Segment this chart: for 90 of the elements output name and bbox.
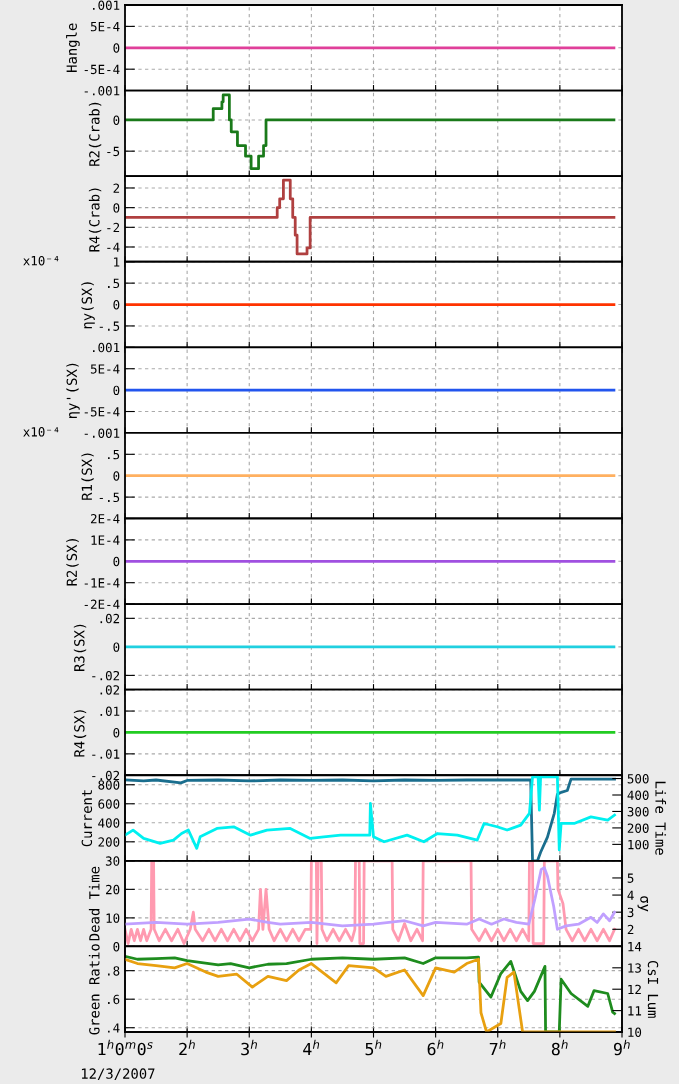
y-axis-title: R2(Crab): [88, 102, 102, 166]
line-series: [125, 860, 616, 945]
y-tick-label: .8: [108, 966, 120, 976]
y-axis-title: Dead Time: [88, 866, 100, 941]
y2-axis-title: σy: [637, 896, 649, 912]
y-axis-title: Green Ratio: [88, 944, 100, 1035]
y-tick-label: 10: [106, 913, 120, 923]
y-tick-label: 5E-4: [90, 22, 120, 32]
y-tick-label: 0: [113, 471, 120, 481]
y-tick-label: -.5: [99, 321, 120, 331]
text: 12/3/2007: [81, 1068, 155, 1080]
x-tick-label: 2$^{h}$: [179, 1039, 195, 1056]
y2-tick-label: 10: [628, 1027, 642, 1037]
y2-tick-label: 100: [628, 839, 649, 850]
y-tick-label: -.01: [92, 749, 120, 759]
y2-tick-label: 11: [628, 1006, 642, 1016]
x-tick-label: 9$^{h}$: [613, 1039, 630, 1056]
y-tick-label: .01: [100, 706, 120, 717]
y-tick-label: 5E-4: [90, 364, 120, 374]
y-tick-label: 200: [98, 837, 120, 847]
y-tick-label: -5E-4: [84, 407, 120, 417]
x-tick-label: 3$^{h}$: [241, 1039, 257, 1056]
y-tick-label: 0: [113, 941, 120, 952]
y-tick-label: .001: [93, 342, 120, 353]
y-tick-label: 1E-4: [91, 535, 120, 545]
y-tick-label: -1E-4: [84, 578, 120, 588]
y-tick-label: 600: [98, 799, 120, 809]
y2-tick-label: 500: [627, 774, 649, 784]
y-tick-label: 400: [98, 818, 120, 828]
text: x10⁻⁴: [23, 255, 59, 266]
x-tick-label: 1$^{h}$0$^{m}$0$^{s}$: [98, 1039, 153, 1056]
y-tick-label: .4: [108, 1023, 120, 1033]
x-tick-label: 4$^{h}$: [303, 1039, 320, 1056]
y2-tick-label: 14: [628, 942, 642, 952]
x-tick-label: 6$^{h}$: [427, 1039, 444, 1056]
y-tick-label: .6: [108, 994, 120, 1005]
y-tick-label: 0: [113, 115, 120, 125]
y-tick-label: -.5: [99, 492, 120, 503]
y2-tick-label: 400: [627, 790, 649, 800]
y-tick-label: 0: [113, 300, 120, 310]
y2-tick-label: 200: [627, 823, 649, 833]
y2-tick-label: 4: [627, 890, 634, 900]
y-tick-label: 20: [106, 884, 120, 895]
y2-axis-title: Life Time: [655, 781, 667, 855]
y2-tick-label: 300: [627, 806, 649, 817]
y-tick-label: -.02: [92, 670, 120, 681]
y-tick-label: 0: [113, 642, 120, 652]
y2-axis-title: CsI Lum: [647, 960, 659, 1018]
y-axis-title: R4(Crab): [88, 188, 102, 252]
y-tick-label: -.001: [84, 428, 120, 438]
y-tick-label: .02: [100, 613, 120, 624]
line-series: [125, 866, 616, 931]
y-tick-label: .02: [100, 685, 120, 695]
y-axis-title: ηy(SX): [81, 282, 95, 329]
y-tick-label: -2E-4: [84, 599, 120, 609]
y2-tick-label: 12: [628, 984, 641, 994]
y-tick-label: -5E-4: [84, 64, 120, 75]
y-tick-label: 0: [113, 43, 120, 53]
y-tick-label: 1: [114, 257, 120, 267]
y-tick-label: .001: [93, 0, 120, 10]
x-tick-label: 7$^{h}$: [489, 1039, 506, 1056]
text: x10⁻⁴: [23, 427, 59, 437]
y2-tick-label: 2: [627, 924, 634, 935]
y2-tick-label: 5: [627, 873, 634, 883]
y-tick-label: -2: [107, 222, 120, 233]
y-tick-label: 0: [113, 556, 120, 567]
y-tick-label: -.001: [84, 86, 120, 96]
y-tick-label: -4: [107, 242, 120, 252]
y-axis-title: Hangle: [66, 23, 80, 72]
y-axis-title: Current: [81, 790, 93, 847]
y-tick-label: .5: [108, 278, 120, 289]
y-tick-label: 800: [98, 780, 120, 790]
y-tick-label: 0: [113, 203, 120, 213]
y-axis-title: R2(SX): [66, 539, 79, 586]
y-tick-label: -5: [107, 146, 120, 157]
y-tick-label: 2: [113, 183, 120, 193]
y-axis-title: ηy'(SX): [66, 363, 80, 419]
y-axis-title: R3(SX): [73, 624, 87, 671]
y-tick-label: .5: [108, 449, 120, 460]
y-tick-label: 0: [113, 727, 120, 738]
y2-tick-label: 13: [628, 963, 641, 973]
y-tick-label: -.02: [92, 770, 120, 781]
x-tick-label: 8$^{h}$: [551, 1039, 568, 1056]
y-tick-label: 30: [105, 856, 120, 866]
y-tick-label: 2E-4: [90, 514, 120, 524]
y2-tick-label: 3: [627, 907, 634, 918]
x-tick-label: 5$^{h}$: [365, 1039, 382, 1056]
y-axis-title: R4(SX): [73, 710, 87, 757]
y-tick-label: 0: [113, 385, 120, 396]
y-axis-title: R1(SX): [81, 453, 94, 500]
